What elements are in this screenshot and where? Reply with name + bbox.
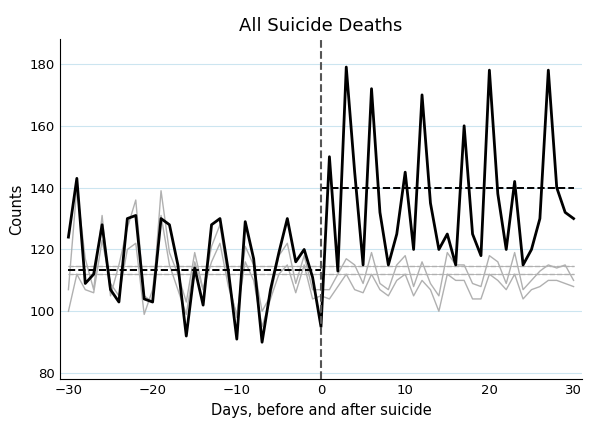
Y-axis label: Counts: Counts xyxy=(9,184,24,235)
Title: All Suicide Deaths: All Suicide Deaths xyxy=(239,17,403,35)
X-axis label: Days, before and after suicide: Days, before and after suicide xyxy=(211,403,431,418)
